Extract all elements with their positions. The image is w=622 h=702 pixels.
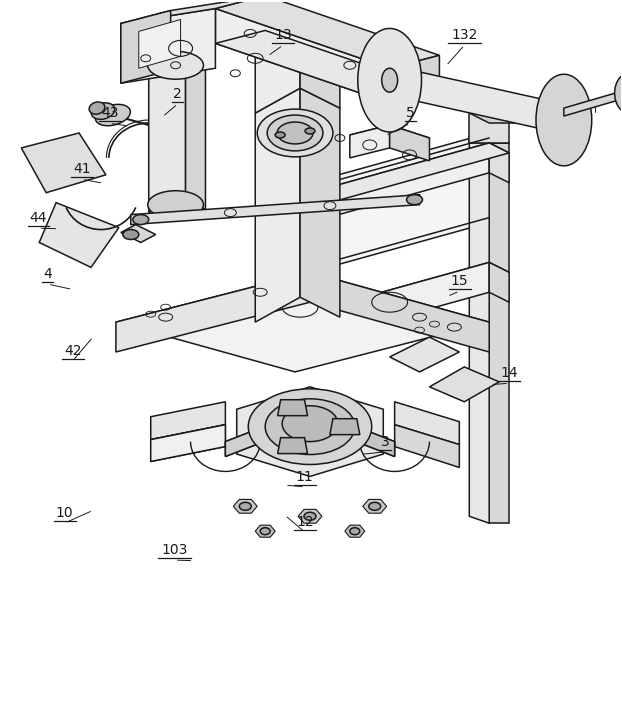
Polygon shape xyxy=(121,8,215,84)
Text: 5: 5 xyxy=(406,107,414,120)
Polygon shape xyxy=(310,409,394,456)
Ellipse shape xyxy=(265,399,355,454)
Polygon shape xyxy=(300,23,340,108)
Ellipse shape xyxy=(615,73,622,113)
Polygon shape xyxy=(389,125,429,161)
Polygon shape xyxy=(149,53,185,213)
Ellipse shape xyxy=(95,105,131,126)
Polygon shape xyxy=(350,125,429,148)
Polygon shape xyxy=(225,409,310,456)
Polygon shape xyxy=(237,387,383,477)
Ellipse shape xyxy=(267,115,323,151)
Ellipse shape xyxy=(407,194,422,205)
Polygon shape xyxy=(116,272,489,372)
Polygon shape xyxy=(116,272,310,352)
Polygon shape xyxy=(429,367,499,402)
Polygon shape xyxy=(345,525,364,537)
Ellipse shape xyxy=(358,29,422,132)
Ellipse shape xyxy=(89,102,104,114)
Ellipse shape xyxy=(133,215,149,225)
Polygon shape xyxy=(39,203,119,267)
Polygon shape xyxy=(363,499,387,513)
Polygon shape xyxy=(255,525,275,537)
Polygon shape xyxy=(185,53,205,210)
Polygon shape xyxy=(139,20,180,68)
Ellipse shape xyxy=(275,132,285,138)
Ellipse shape xyxy=(248,389,372,465)
Ellipse shape xyxy=(305,128,315,134)
Ellipse shape xyxy=(148,191,203,218)
Polygon shape xyxy=(350,125,389,158)
Ellipse shape xyxy=(536,74,592,166)
Ellipse shape xyxy=(258,109,333,157)
Polygon shape xyxy=(310,263,489,342)
Text: 2: 2 xyxy=(174,87,182,101)
Polygon shape xyxy=(394,425,459,468)
Polygon shape xyxy=(489,263,509,303)
Ellipse shape xyxy=(350,528,360,535)
Polygon shape xyxy=(310,133,489,272)
Text: 44: 44 xyxy=(30,211,47,225)
Polygon shape xyxy=(151,425,225,461)
Polygon shape xyxy=(389,55,439,103)
Ellipse shape xyxy=(148,51,203,79)
Polygon shape xyxy=(255,23,340,63)
Polygon shape xyxy=(121,225,156,242)
Text: 43: 43 xyxy=(101,107,119,120)
Polygon shape xyxy=(394,402,459,444)
Polygon shape xyxy=(469,136,489,523)
Polygon shape xyxy=(131,194,419,225)
Ellipse shape xyxy=(239,503,251,510)
Polygon shape xyxy=(277,437,307,453)
Polygon shape xyxy=(469,113,529,123)
Polygon shape xyxy=(310,143,489,223)
Polygon shape xyxy=(300,88,340,317)
Text: 13: 13 xyxy=(274,28,292,42)
Polygon shape xyxy=(389,65,569,135)
Polygon shape xyxy=(389,337,459,372)
Polygon shape xyxy=(255,23,300,113)
Polygon shape xyxy=(21,133,106,193)
Polygon shape xyxy=(121,11,170,84)
Polygon shape xyxy=(225,409,394,456)
Polygon shape xyxy=(233,499,258,513)
Ellipse shape xyxy=(260,528,270,535)
Ellipse shape xyxy=(277,122,313,144)
Text: 10: 10 xyxy=(56,506,73,520)
Polygon shape xyxy=(310,143,509,203)
Polygon shape xyxy=(310,263,509,322)
Ellipse shape xyxy=(282,406,338,442)
Ellipse shape xyxy=(369,503,381,510)
Text: 4: 4 xyxy=(44,267,52,281)
Text: 14: 14 xyxy=(500,366,518,380)
Text: 12: 12 xyxy=(296,515,313,529)
Text: 132: 132 xyxy=(452,28,478,42)
Polygon shape xyxy=(151,425,225,461)
Polygon shape xyxy=(215,8,389,103)
Text: 42: 42 xyxy=(64,344,81,358)
Text: 3: 3 xyxy=(381,435,389,449)
Text: 11: 11 xyxy=(296,470,313,484)
Text: 103: 103 xyxy=(162,543,188,557)
Polygon shape xyxy=(489,143,509,183)
Ellipse shape xyxy=(382,68,397,92)
Polygon shape xyxy=(255,88,300,322)
Polygon shape xyxy=(298,510,322,523)
Text: 15: 15 xyxy=(451,274,468,288)
Polygon shape xyxy=(564,89,622,116)
Polygon shape xyxy=(489,143,509,523)
Ellipse shape xyxy=(123,230,139,239)
Ellipse shape xyxy=(91,102,114,119)
Ellipse shape xyxy=(304,512,316,520)
Polygon shape xyxy=(330,418,360,435)
Polygon shape xyxy=(121,0,265,23)
Polygon shape xyxy=(469,113,509,143)
Polygon shape xyxy=(277,399,307,416)
Polygon shape xyxy=(310,272,489,352)
Polygon shape xyxy=(469,136,509,143)
Text: 41: 41 xyxy=(73,162,91,176)
Polygon shape xyxy=(215,30,439,103)
Polygon shape xyxy=(215,0,439,68)
Polygon shape xyxy=(151,402,225,439)
